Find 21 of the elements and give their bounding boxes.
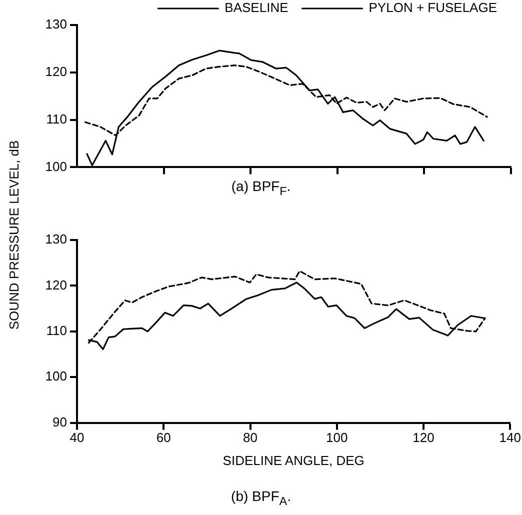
legend-label: BASELINE bbox=[224, 0, 289, 16]
y-tick-label: 120 bbox=[45, 64, 67, 79]
y-tick-label: 120 bbox=[45, 277, 67, 292]
y-tick-label: 110 bbox=[46, 322, 67, 338]
text: (b) BPF$_{A}$. bbox=[230, 488, 292, 508]
legend-label: PYLON + FUSELAGE bbox=[368, 0, 498, 16]
y-tick-label: 110 bbox=[46, 111, 67, 126]
x-tick-label: 140 bbox=[499, 430, 522, 446]
x-tick-label: 40 bbox=[70, 430, 84, 446]
y-tick-label: 100 bbox=[45, 158, 67, 174]
x-tick-label: 100 bbox=[326, 430, 348, 446]
x-tick-label: 60 bbox=[156, 430, 171, 446]
y-tick-label: 130 bbox=[45, 232, 67, 247]
y-tick-label: 90 bbox=[52, 414, 67, 430]
x-tick-label: 80 bbox=[243, 430, 258, 446]
y-tick-label: 130 bbox=[45, 16, 67, 32]
x-axis-title: SIDELINE ANGLE, DEG bbox=[222, 452, 364, 468]
x-tick-label: 120 bbox=[412, 430, 434, 446]
text: (a) BPF$_{F}$. bbox=[231, 178, 291, 198]
y-axis-title: SOUND PRESSURE LEVEL, dB bbox=[6, 140, 22, 330]
y-tick-label: 100 bbox=[45, 368, 67, 384]
